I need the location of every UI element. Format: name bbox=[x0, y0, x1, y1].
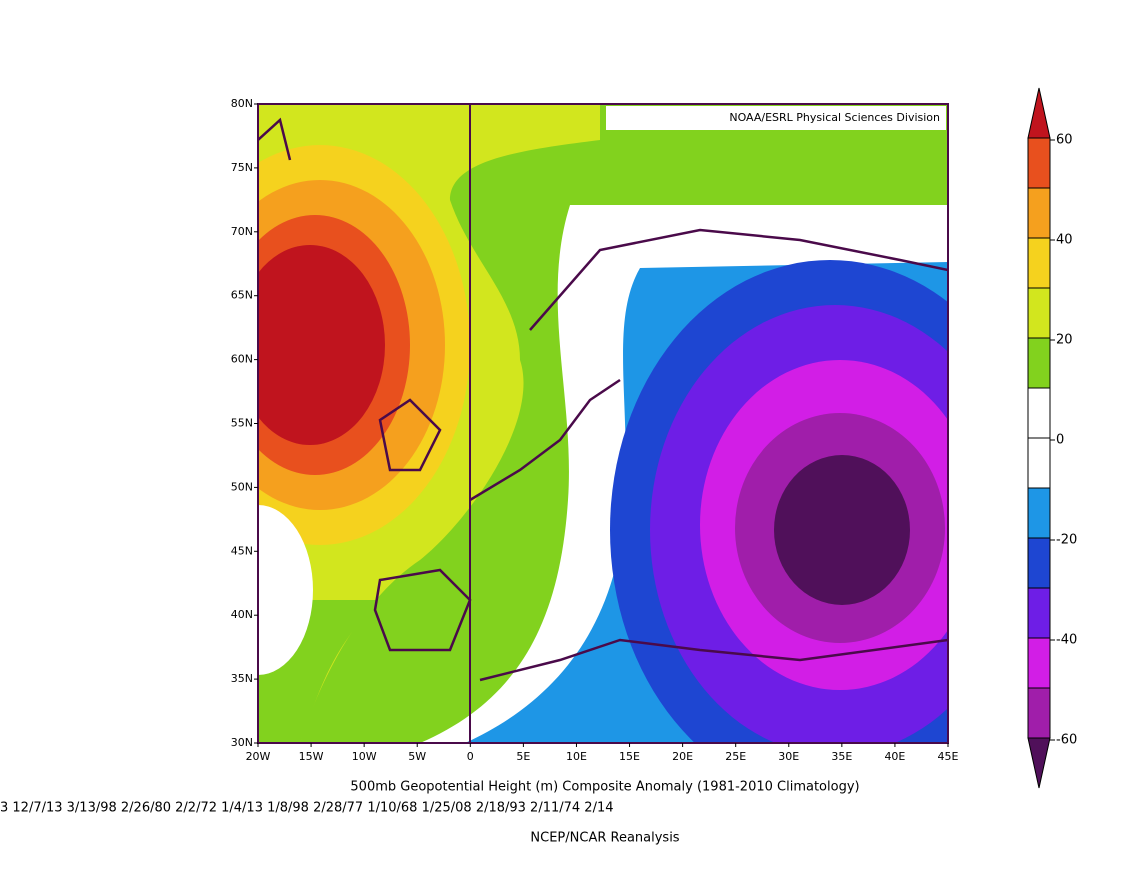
lat-tick-label: 60N bbox=[231, 353, 253, 366]
colorbar-tick-label: -20 bbox=[1056, 533, 1077, 548]
lon-tick-label: 45E bbox=[938, 750, 959, 763]
lon-tick-label: 5W bbox=[408, 750, 426, 763]
credit-box bbox=[606, 106, 946, 130]
anomaly-field bbox=[258, 104, 948, 743]
lon-tick-label: 25E bbox=[725, 750, 746, 763]
colorbar-tick-label: -40 bbox=[1056, 633, 1077, 648]
colorbar-tick-label: -60 bbox=[1056, 733, 1077, 748]
lon-tick-label: 20W bbox=[246, 750, 271, 763]
lon-tick-label: 20E bbox=[672, 750, 693, 763]
lon-tick-label: 40E bbox=[884, 750, 905, 763]
colorbar-tick-label: 20 bbox=[1056, 333, 1073, 348]
lat-tick-label: 70N bbox=[231, 225, 253, 238]
lon-tick-label: 5E bbox=[516, 750, 530, 763]
lat-tick-label: 45N bbox=[231, 544, 253, 557]
colorbar-band bbox=[1027, 687, 1051, 739]
lon-tick-label: 15W bbox=[299, 750, 324, 763]
caption-title: 500mb Geopotential Height (m) Composite … bbox=[350, 780, 859, 795]
lat-tick-label: 50N bbox=[231, 480, 253, 493]
colorbar-band bbox=[1027, 287, 1051, 339]
colorbar-band bbox=[1027, 587, 1051, 639]
colorbar-band bbox=[1027, 387, 1051, 439]
colorbar-band bbox=[1027, 537, 1051, 589]
colorbar-cap bbox=[1027, 87, 1051, 139]
lon-tick-label: 10E bbox=[566, 750, 587, 763]
caption-dates: 3 12/7/13 3/13/98 2/26/80 2/2/72 1/4/13 … bbox=[0, 801, 614, 816]
lat-tick-label: 65N bbox=[231, 289, 253, 302]
lon-tick-label: 10W bbox=[352, 750, 377, 763]
colorbar-band bbox=[1027, 137, 1051, 189]
credit: NOAA/ESRL Physical Sciences Division bbox=[729, 111, 940, 124]
colorbar-band bbox=[1027, 337, 1051, 389]
lat-tick-label: 80N bbox=[231, 97, 253, 110]
colorbar-tick-label: 0 bbox=[1056, 433, 1064, 448]
colorbar-band bbox=[1027, 187, 1051, 239]
lon-tick-label: 35E bbox=[831, 750, 852, 763]
lat-tick-label: 75N bbox=[231, 161, 253, 174]
colorbar-band bbox=[1027, 487, 1051, 539]
colorbar-cap bbox=[1027, 737, 1051, 789]
lat-tick-label: 40N bbox=[231, 608, 253, 621]
lat-tick-label: 55N bbox=[231, 417, 253, 430]
colorbar-band bbox=[1027, 637, 1051, 689]
lon-tick-label: 30E bbox=[778, 750, 799, 763]
lon-tick-label: 0 bbox=[467, 750, 474, 763]
lon-tick-label: 15E bbox=[619, 750, 640, 763]
lat-tick-label: 35N bbox=[231, 672, 253, 685]
caption-source: NCEP/NCAR Reanalysis bbox=[530, 831, 679, 846]
colorbar-band bbox=[1027, 237, 1051, 289]
lat-tick-label: 30N bbox=[231, 736, 253, 749]
colorbar-band bbox=[1027, 437, 1051, 489]
colorbar-tick-label: 60 bbox=[1056, 133, 1073, 148]
colorbar-tick-label: 40 bbox=[1056, 233, 1073, 248]
